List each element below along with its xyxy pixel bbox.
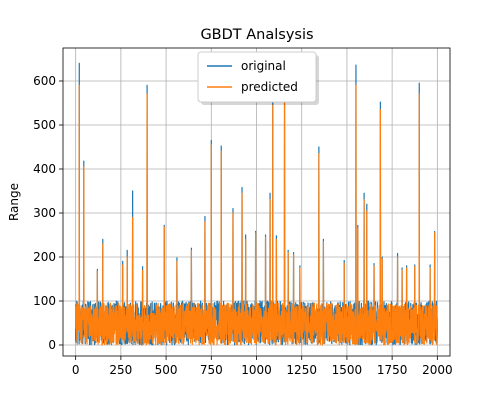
legend: original predicted [197, 51, 319, 105]
y-tick-label: 100 [33, 294, 56, 308]
x-tick-label: 250 [109, 363, 132, 377]
y-tick-label: 500 [33, 118, 56, 132]
y-tick-label: 200 [33, 250, 56, 264]
x-tick-label: 1250 [286, 363, 317, 377]
y-tick-label: 400 [33, 162, 56, 176]
y-axis: 0 100 200 300 400 500 600 [33, 74, 63, 352]
x-tick-label: 1750 [377, 363, 408, 377]
legend-label-original: original [241, 59, 286, 73]
series-line-predicted [75, 84, 438, 346]
x-tick-label: 2000 [422, 363, 453, 377]
chart-title: GBDT Analsysis [200, 27, 313, 43]
legend-label-predicted: predicted [241, 80, 298, 94]
x-tick-label: 1500 [332, 363, 363, 377]
x-tick-label: 1000 [241, 363, 272, 377]
x-tick-label: 500 [155, 363, 178, 377]
y-axis-label: Range [7, 183, 21, 221]
y-tick-label: 600 [33, 74, 56, 88]
legend-box [197, 51, 317, 103]
y-tick-label: 0 [48, 338, 56, 352]
x-axis: 0 250 500 750 1000 1250 1500 1750 2000 [72, 356, 453, 377]
x-tick-label: 0 [72, 363, 80, 377]
plot-layer [75, 62, 438, 346]
x-tick-label: 750 [200, 363, 223, 377]
y-tick-label: 300 [33, 206, 56, 220]
